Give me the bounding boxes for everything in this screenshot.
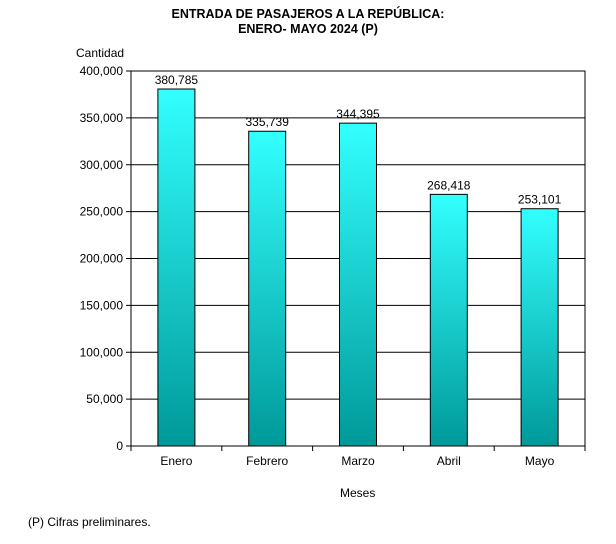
data-label: 335,739 — [246, 115, 290, 129]
y-tick-label: 0 — [116, 439, 123, 453]
data-label: 380,785 — [155, 73, 199, 87]
y-tick-label: 400,000 — [80, 64, 124, 78]
data-label: 344,395 — [336, 107, 380, 121]
data-label: 253,101 — [518, 193, 562, 207]
x-tick-label: Abril — [437, 454, 461, 468]
y-tick-label: 300,000 — [80, 158, 124, 172]
y-tick-label: 250,000 — [80, 205, 124, 219]
bar-mayo — [520, 208, 559, 447]
bar-enero — [157, 88, 196, 447]
data-label: 268,418 — [427, 178, 471, 192]
y-axis-label: Cantidad — [76, 46, 125, 60]
x-tick-label: Enero — [160, 454, 192, 468]
bar-abril — [429, 193, 468, 447]
y-tick-label: 350,000 — [80, 111, 124, 125]
chart-subtitle: ENERO- MAYO 2024 (P) — [238, 22, 378, 36]
x-tick-label: Mayo — [525, 454, 555, 468]
bar-marzo — [339, 122, 377, 447]
bar-febrero — [248, 130, 287, 447]
footnote: (P) Cifras preliminares. — [28, 515, 151, 529]
chart-title: ENTRADA DE PASAJEROS A LA REPÚBLICA: — [171, 7, 445, 21]
x-axis-label: Meses — [340, 486, 376, 500]
x-tick-label: Febrero — [246, 454, 288, 468]
y-tick-label: 50,000 — [86, 392, 123, 406]
y-tick-label: 100,000 — [80, 345, 124, 359]
x-tick-label: Marzo — [341, 454, 375, 468]
y-tick-label: 200,000 — [80, 252, 124, 266]
y-tick-label: 150,000 — [80, 298, 124, 312]
